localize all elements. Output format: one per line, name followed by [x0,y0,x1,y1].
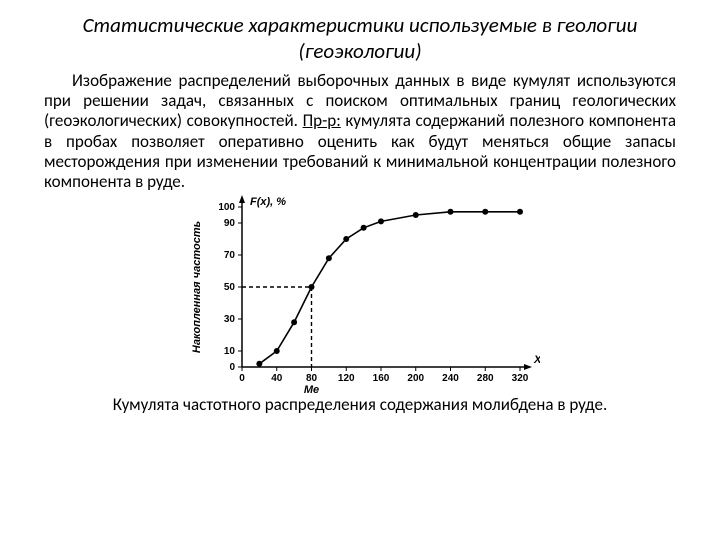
page-title: Статистические характеристики используем… [44,12,676,65]
chart-caption: Кумулята частотного распределения содерж… [44,395,676,415]
svg-text:70: 70 [224,250,236,261]
paragraph: Изображение распределений выборочных дан… [44,71,676,193]
svg-text:40: 40 [271,373,283,384]
svg-text:160: 160 [373,373,390,384]
svg-text:0: 0 [229,362,235,373]
example-label: Пр-р: [303,110,341,131]
svg-text:10: 10 [224,346,236,357]
svg-text:50: 50 [224,282,236,293]
cumulative-chart: 0 10 30 50 70 90 100 0 40 80 120 160 200 240 280 320 F(x… [180,193,540,393]
svg-text:90: 90 [224,218,236,229]
svg-text:120: 120 [338,373,355,384]
svg-text:280: 280 [477,373,494,384]
svg-text:0: 0 [239,373,245,384]
svg-text:200: 200 [407,373,424,384]
svg-text:100: 100 [218,202,235,213]
svg-text:X: X [533,354,540,366]
svg-text:F(x), %: F(x), % [250,196,286,208]
chart-container: 0 10 30 50 70 90 100 0 40 80 120 160 200 240 280 320 F(x… [44,193,676,393]
svg-text:240: 240 [442,373,459,384]
svg-text:80: 80 [306,373,318,384]
svg-text:Накопленная частость: Накопленная частость [191,221,203,353]
svg-text:Me: Me [304,384,319,393]
svg-text:30: 30 [224,314,236,325]
svg-text:320: 320 [512,373,529,384]
